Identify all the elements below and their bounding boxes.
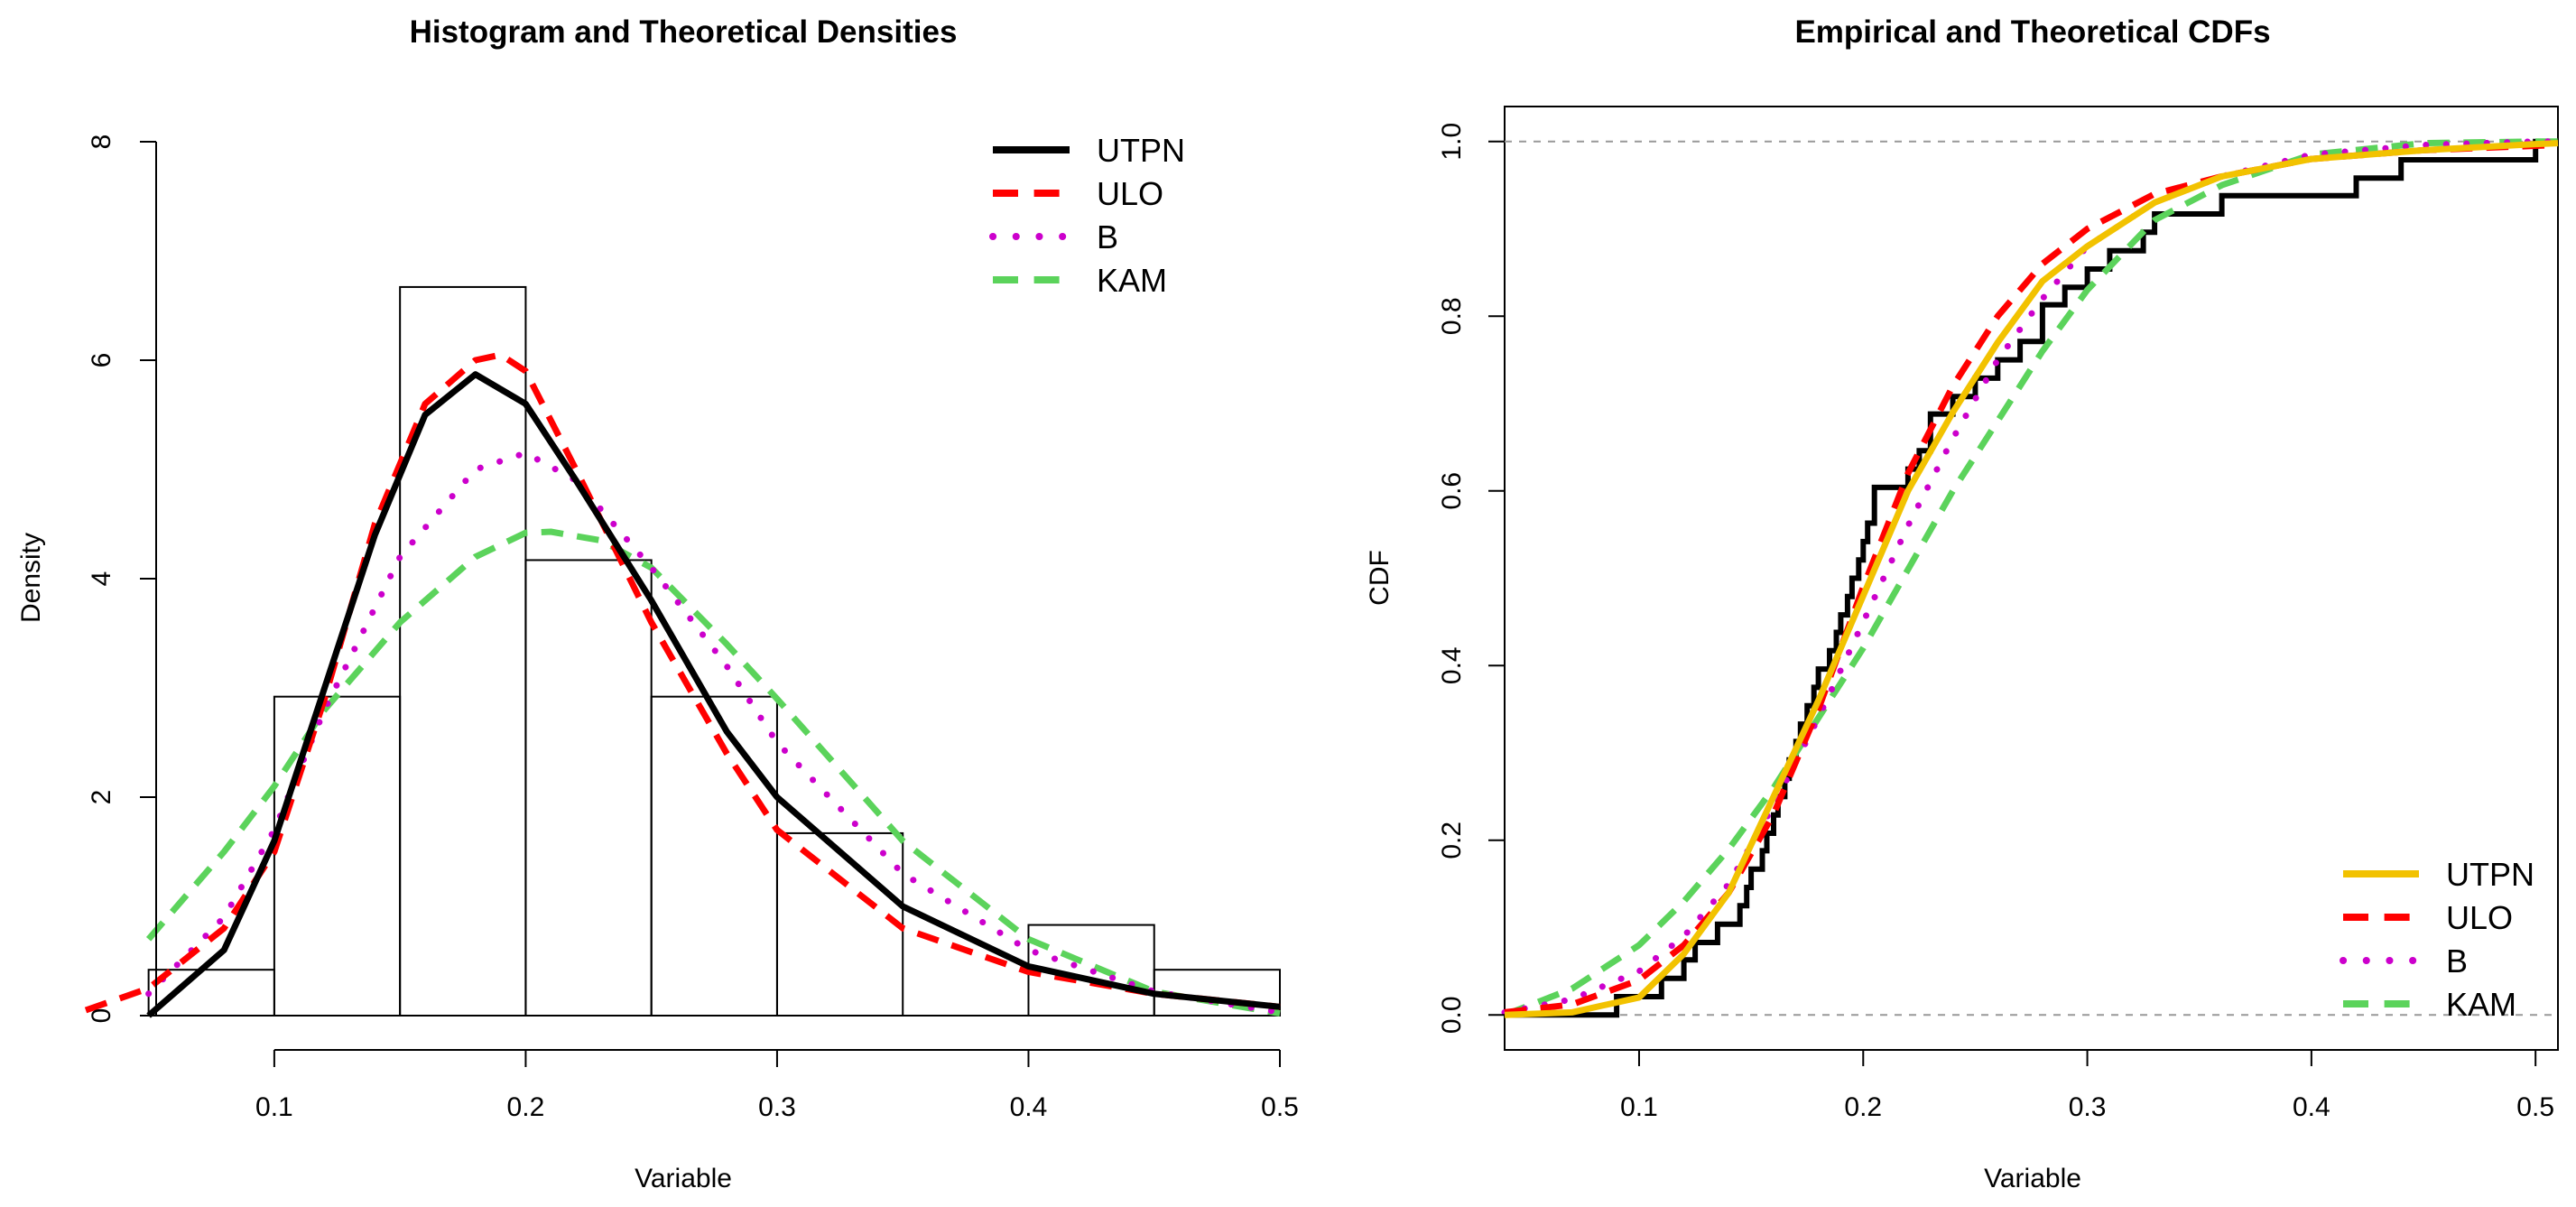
cdf-legend-label-ulo: ULO [2446,899,2513,936]
cdf-y-tick-label: 0.4 [1437,646,1467,684]
cdf-line-utpn [1504,140,2559,1018]
density-y-axis: 0 2 4 6 8 [87,135,157,1024]
cdf-reference-lines [1505,140,2558,1017]
density-legend: UTPN ULO B KAM [989,132,1185,299]
legend-label-b: B [1097,218,1118,255]
cdf-legend-label-kam: KAM [2446,986,2516,1023]
density-line-utpn [146,371,1281,1018]
density-curves [84,351,1283,1018]
histogram-bar [775,831,904,1017]
density-y-label: Density [16,533,46,623]
density-x-label: Variable [635,1164,732,1193]
histogram-bar [650,695,778,1017]
cdf-y-tick-label: 0.6 [1437,472,1467,510]
cdf-legend-label-b: B [2446,942,2468,980]
density-y-tick-label: 2 [87,790,116,805]
cdf-chart-title: Empirical and Theoretical CDFs [1794,14,2270,50]
cdf-x-tick-label: 0.1 [1620,1092,1658,1122]
cdf-legend: UTPN ULO B KAM [2340,856,2534,1023]
density-x-tick-label: 0.3 [758,1092,796,1122]
cdf-empirical-step [1505,138,2558,1018]
cdf-x-tick-label: 0.3 [2069,1092,2107,1122]
cdf-legend-label-utpn: UTPN [2446,856,2534,893]
density-x-tick-label: 0.2 [507,1092,545,1122]
cdf-x-tick-label: 0.2 [1844,1092,1882,1122]
density-line-ulo [84,351,1281,1014]
density-y-tick-label: 6 [87,353,116,368]
cdf-plot-frame [1504,106,2559,1051]
cdf-x-axis: 0.1 0.2 0.3 0.4 0.5 [1620,1050,2554,1122]
legend-label-ulo: ULO [1097,175,1163,212]
density-y-tick-label: 4 [87,571,116,587]
cdf-y-tick-label: 0.2 [1437,822,1467,859]
density-line-b [145,450,1283,1016]
density-chart: Histogram and Theoretical Densities 0.1 0… [16,14,1299,1193]
density-y-tick-label: 0 [87,1008,116,1024]
cdf-y-axis: 0.0 0.2 0.4 0.6 0.8 1.0 [1437,123,1505,1034]
cdf-x-label: Variable [1984,1164,2081,1193]
density-line-kam [145,528,1281,1017]
histogram-bar [524,559,653,1017]
cdf-curves [1501,138,2562,1018]
density-x-tick-label: 0.5 [1261,1092,1299,1122]
cdf-y-tick-label: 1.0 [1437,123,1467,161]
cdf-chart: Empirical and Theoretical CDFs 0.1 0.2 0.3… [1365,14,2562,1193]
cdf-y-tick-label: 0.8 [1437,297,1467,335]
density-y-tick-label: 8 [87,135,116,150]
cdf-line-ulo [1504,142,2559,1016]
density-x-tick-label: 0.1 [255,1092,293,1122]
cdf-y-label: CDF [1365,550,1395,606]
legend-label-utpn: UTPN [1097,132,1185,169]
legend-label-kam: KAM [1097,262,1167,299]
cdf-y-tick-label: 0.0 [1437,996,1467,1034]
cdf-x-tick-label: 0.5 [2516,1092,2554,1122]
density-x-tick-label: 0.4 [1010,1092,1048,1122]
density-chart-title: Histogram and Theoretical Densities [410,14,958,50]
histogram-bar [273,695,402,1017]
density-x-axis: 0.1 0.2 0.3 0.4 0.5 [255,1049,1299,1122]
cdf-x-tick-label: 0.4 [2293,1092,2330,1122]
